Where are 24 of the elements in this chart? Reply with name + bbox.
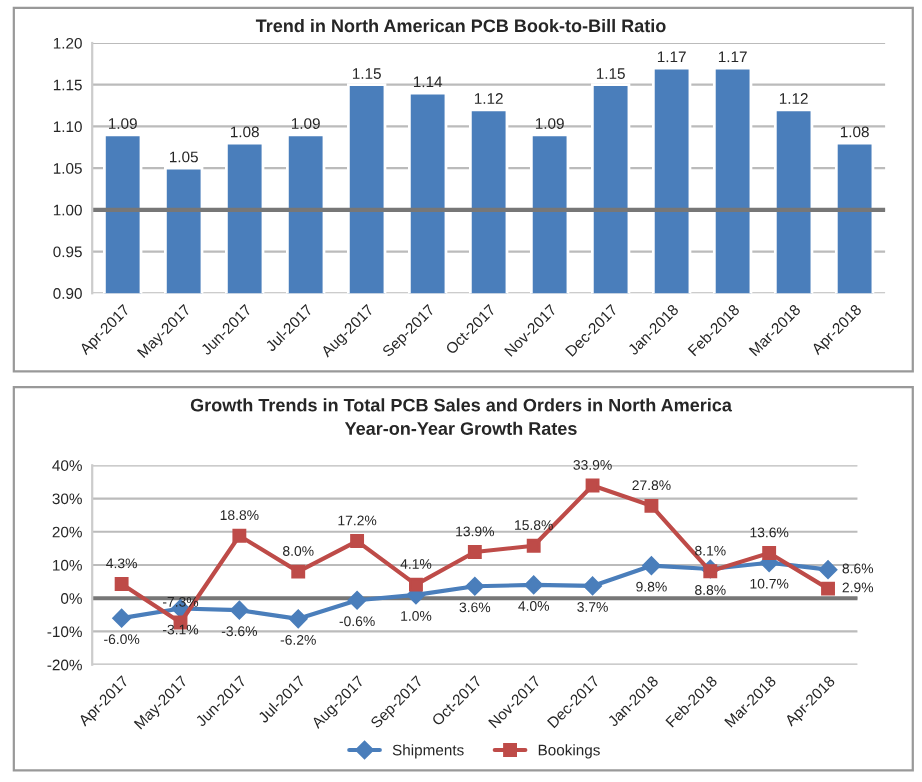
point — [465, 577, 485, 596]
point — [112, 608, 131, 628]
point — [642, 556, 661, 575]
point — [230, 600, 249, 620]
point — [821, 581, 835, 596]
point — [350, 534, 365, 549]
point — [347, 590, 367, 610]
point — [644, 498, 659, 513]
point — [288, 609, 308, 629]
point — [291, 564, 306, 579]
point — [467, 545, 482, 559]
point — [818, 560, 838, 579]
point — [585, 478, 600, 493]
point — [762, 546, 777, 560]
point — [409, 577, 423, 592]
chart-subtitle: Year-on-Year Growth Rates — [344, 421, 577, 435]
chart-title: Growth Trends in Total PCB Sales and Orders in North America — [190, 398, 733, 412]
point — [583, 576, 602, 596]
point — [232, 528, 247, 543]
point — [524, 575, 543, 595]
chart-title: Trend in North American PCB Book-to-Bill Ratio — [255, 18, 666, 33]
point — [703, 564, 718, 579]
point — [526, 538, 541, 553]
point — [114, 576, 129, 591]
